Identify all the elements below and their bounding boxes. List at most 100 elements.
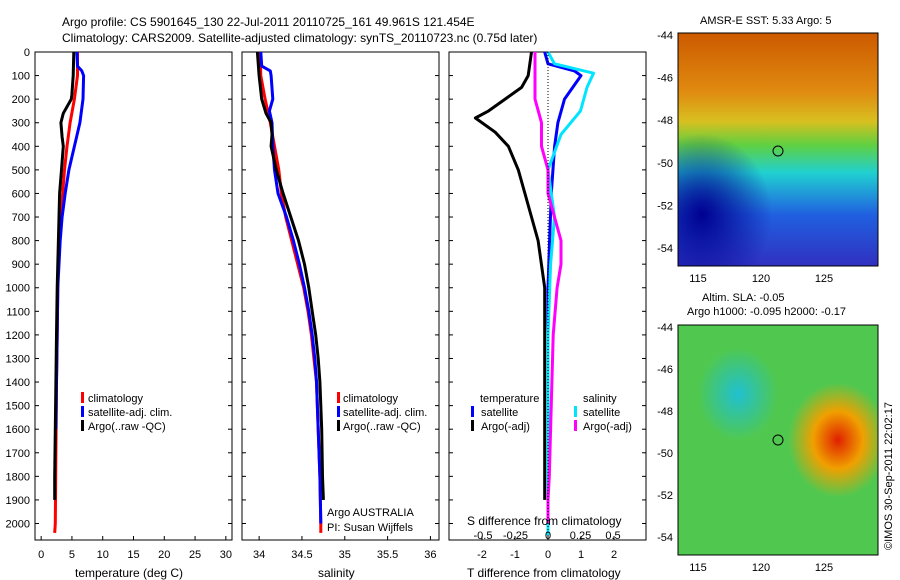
- sla-low-region: [678, 325, 878, 555]
- map-lat-tick-label: -52: [657, 200, 673, 212]
- difference-s-tick-label: 0.5: [605, 530, 620, 542]
- legend-swatch-blue: [337, 406, 340, 417]
- temperature-legend-satellite: satellite-adj. clim.: [88, 407, 172, 419]
- legend-swatch-cyan: [574, 406, 577, 417]
- depth-tick-label: 300: [12, 118, 30, 130]
- temperature-legend: climatology satellite-adj. clim. Argo(..…: [81, 392, 172, 433]
- series-line-satellite-adj-clim-: [259, 51, 323, 524]
- difference-s-tick-label: -0.25: [503, 530, 528, 542]
- map-lat-tick-label: -54: [657, 532, 673, 544]
- temperature-xlabel: temperature (deg C): [75, 566, 183, 580]
- salinity-legend: climatology satellite-adj. clim. Argo(..…: [327, 392, 427, 534]
- salinity-legend-satellite: satellite-adj. clim.: [343, 407, 427, 419]
- series-line-satellite-adj-clim-: [54, 51, 86, 430]
- temperature-panel-frame: [34, 51, 233, 541]
- depth-tick-label: 1600: [6, 424, 30, 436]
- salinity-xlabel: salinity: [318, 566, 355, 580]
- depth-tick-label: 1100: [6, 306, 30, 318]
- salinity-note-pi: PI: Susan Wijffels: [327, 522, 413, 534]
- series-line-salinity-argo-adj-: [533, 52, 563, 524]
- depth-tick-label: 1200: [6, 330, 30, 342]
- map-lat-tick-label: -44: [657, 322, 673, 334]
- map-lat-tick-label: -54: [657, 243, 673, 255]
- series-line-climatology: [258, 51, 323, 533]
- legend-swatch-black: [337, 420, 340, 431]
- difference-series: [473, 51, 595, 536]
- salinity-x-tick-label: 35.5: [377, 549, 398, 561]
- sst-lon-ticks: 115 120 125: [689, 273, 833, 285]
- sst-argo-location-marker: [772, 145, 784, 157]
- temperature-x-tick-label: 10: [97, 549, 109, 561]
- temperature-legend-argo: Argo(..raw -QC): [88, 421, 166, 433]
- salinity-panel-frame: [241, 51, 440, 541]
- series-line-temperature-satellite: [543, 51, 583, 430]
- legend-swatch-magenta: [574, 420, 577, 431]
- difference-x-tick-label: -1: [510, 549, 520, 561]
- difference-legend: temperature satellite Argo(-adj) salinit…: [471, 393, 632, 433]
- temperature-series: [53, 51, 86, 533]
- difference-legend-temperature-head: temperature: [480, 393, 539, 405]
- figure-title-line2: Climatology: CARS2009. Satellite-adjuste…: [62, 31, 537, 45]
- series-line-salinity-satellite: [546, 51, 595, 536]
- legend-swatch-black: [81, 420, 84, 431]
- map-lon-tick-label: 115: [689, 562, 707, 574]
- legend-swatch-blue: [81, 406, 84, 417]
- sst-cold-region: [678, 33, 878, 266]
- difference-x-tick-label: 1: [578, 549, 584, 561]
- map-lat-tick-label: -46: [657, 73, 673, 85]
- legend-swatch-black: [471, 420, 474, 431]
- map-lon-tick-label: 120: [752, 562, 770, 574]
- figure-title-line1: Argo profile: CS 5901645_130 22-Jul-2011…: [62, 15, 475, 29]
- sla-map-frame: [677, 324, 879, 556]
- temperature-x-tick-label: 15: [127, 549, 139, 561]
- depth-tick-label: 600: [12, 188, 30, 200]
- depth-tick-label: 1000: [6, 283, 30, 295]
- sla-argo-location-marker: [772, 434, 784, 446]
- sst-map-title: AMSR-E SST: 5.33 Argo: 5: [700, 15, 831, 27]
- salinity-note-institution: Argo AUSTRALIA: [327, 507, 414, 519]
- difference-x-tick-label: 2: [611, 549, 617, 561]
- salinity-x-tick-label: 34.5: [291, 549, 312, 561]
- difference-legend-salinity-satellite: satellite: [583, 407, 620, 419]
- depth-tick-label: 2000: [6, 518, 30, 530]
- map-lon-tick-label: 115: [689, 273, 707, 285]
- sla-lat-ticks: -44 -46 -48 -50 -52 -54: [657, 322, 673, 544]
- temperature-x-tick-label: 5: [69, 549, 75, 561]
- temperature-x-tick-label: 25: [189, 549, 201, 561]
- depth-tick-label: 1900: [6, 495, 30, 507]
- difference-legend-temperature-satellite: satellite: [481, 407, 518, 419]
- salinity-legend-climatology: climatology: [343, 393, 399, 405]
- difference-top-label: S difference from climatology: [467, 514, 622, 528]
- map-lon-tick-label: 125: [815, 273, 833, 285]
- temperature-legend-climatology: climatology: [88, 393, 144, 405]
- map-lat-tick-label: -46: [657, 364, 673, 376]
- map-lat-tick-label: -50: [657, 158, 673, 170]
- sst-lat-ticks: -44 -46 -48 -50 -52 -54: [657, 30, 673, 255]
- imos-credit: ©IMOS 30-Sep-2011 22:02:17: [883, 402, 895, 550]
- difference-legend-salinity-head: salinity: [583, 393, 617, 405]
- difference-x-tick-label: 0: [545, 549, 551, 561]
- salinity-x-ticks: 34 34.5 35 35.5 36: [253, 536, 437, 561]
- depth-tick-label: 1400: [6, 377, 30, 389]
- difference-s-tick-label: -0.5: [474, 530, 493, 542]
- salinity-legend-argo: Argo(..raw -QC): [343, 421, 421, 433]
- temperature-x-ticks: 0 5 10 15 20 25 30: [38, 536, 232, 561]
- salinity-x-tick-label: 36: [424, 549, 436, 561]
- depth-tick-label: 500: [12, 165, 30, 177]
- salinity-x-tick-label: 35: [339, 549, 351, 561]
- depth-tick-label: 100: [12, 71, 30, 83]
- depth-tick-label: 1300: [6, 353, 30, 365]
- salinity-series: [255, 51, 325, 533]
- temperature-x-tick-label: 0: [38, 549, 44, 561]
- depth-tick-label: 0: [24, 47, 30, 59]
- legend-swatch-red: [337, 392, 340, 403]
- map-lat-tick-label: -52: [657, 490, 673, 502]
- difference-legend-salinity-argo: Argo(-adj): [583, 421, 632, 433]
- series-line-argo-raw-qc-: [53, 51, 76, 500]
- salinity-x-tick-label: 34: [253, 549, 265, 561]
- depth-tick-label: 1800: [6, 471, 30, 483]
- map-lon-tick-label: 120: [752, 273, 770, 285]
- map-lat-tick-label: -50: [657, 448, 673, 460]
- depth-tick-label: 200: [12, 94, 30, 106]
